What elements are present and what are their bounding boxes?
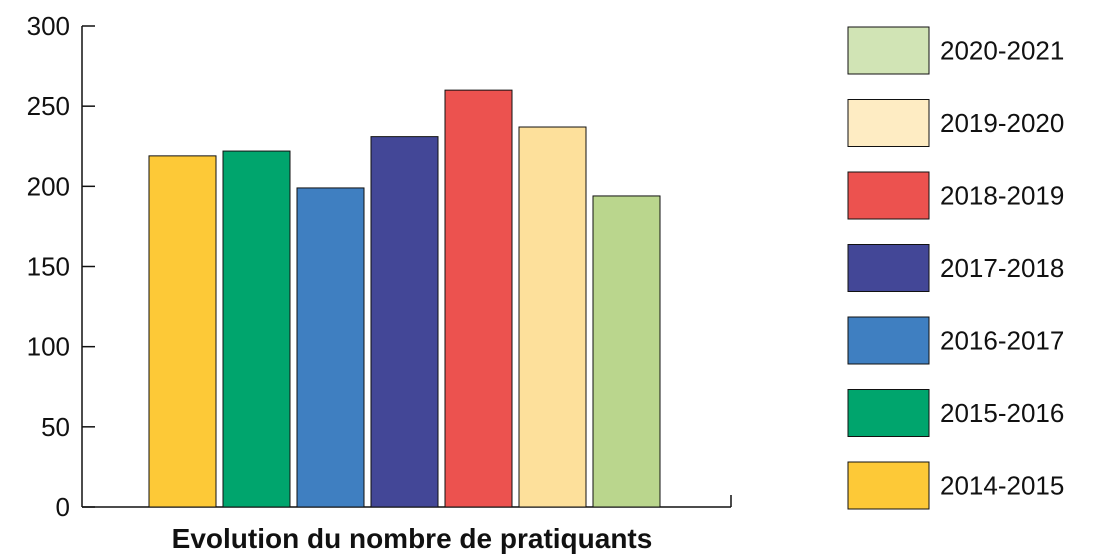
y-axis: 0 50 100 150 200 250 300 [27,11,95,522]
legend-label: 2014-2015 [940,471,1064,501]
bar-2020-2021 [592,195,661,508]
legend-swatch [847,171,930,220]
x-axis-title: Evolution du nombre de pratiquants [172,523,653,554]
y-tick-label: 100 [27,332,70,362]
y-tick-label: 250 [27,91,70,121]
bar-2014-2015 [148,155,217,508]
y-tick-label: 200 [27,171,70,201]
legend-label: 2018-2019 [940,181,1064,211]
legend-label: 2016-2017 [940,326,1064,356]
legend-swatch [847,316,930,365]
bar-2017-2018 [370,136,439,508]
legend-swatch [847,99,930,147]
bar-2019-2020 [518,126,587,508]
legend-label: 2019-2020 [940,108,1064,138]
bars [148,89,661,508]
y-tick-label: 300 [27,11,70,41]
legend-swatch [847,461,930,510]
y-tick-label: 50 [41,412,70,442]
legend: 2020-2021 2019-2020 2018-2019 2017-2018 2016… [847,26,1064,510]
legend-label: 2015-2016 [940,398,1064,428]
legend-swatch [847,389,930,437]
legend-label: 2017-2018 [940,253,1064,283]
bar-2016-2017 [296,187,365,508]
legend-label: 2020-2021 [940,36,1064,66]
legend-swatch [847,26,930,75]
legend-swatch [847,244,930,292]
bar-2018-2019 [444,89,513,508]
y-tick-label: 150 [27,252,70,282]
bar-2015-2016 [222,150,291,508]
y-tick-label: 0 [56,492,70,522]
